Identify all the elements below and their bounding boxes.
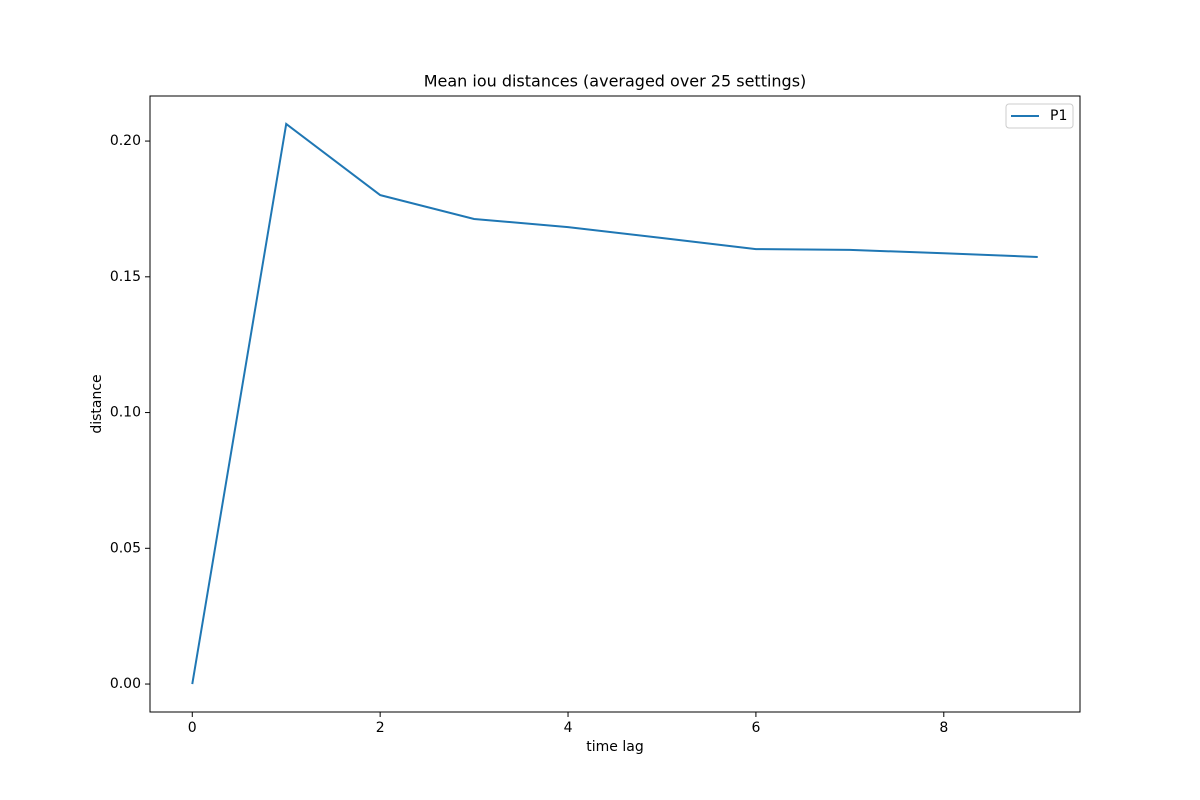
plot-frame	[149, 95, 1081, 713]
x-tick-label: 0	[188, 720, 197, 736]
x-axis-label: time lag	[586, 739, 643, 755]
y-tick-label: 0.20	[110, 133, 141, 149]
y-tick-label: 0.00	[110, 676, 141, 692]
legend-label: P1	[1050, 108, 1067, 124]
x-tick-label: 6	[751, 720, 760, 736]
y-axis-label: distance	[89, 374, 105, 433]
legend-box	[1005, 103, 1074, 129]
x-tick-label: 4	[564, 720, 573, 736]
y-tick-label: 0.05	[110, 540, 141, 556]
x-tick-label: 2	[376, 720, 385, 736]
y-tick-label: 0.10	[110, 405, 141, 421]
chart-title: Mean iou distances (averaged over 25 set…	[424, 72, 807, 91]
y-tick-label: 0.15	[110, 269, 141, 285]
x-tick-label: 8	[939, 720, 948, 736]
data-line	[191, 122, 1038, 685]
